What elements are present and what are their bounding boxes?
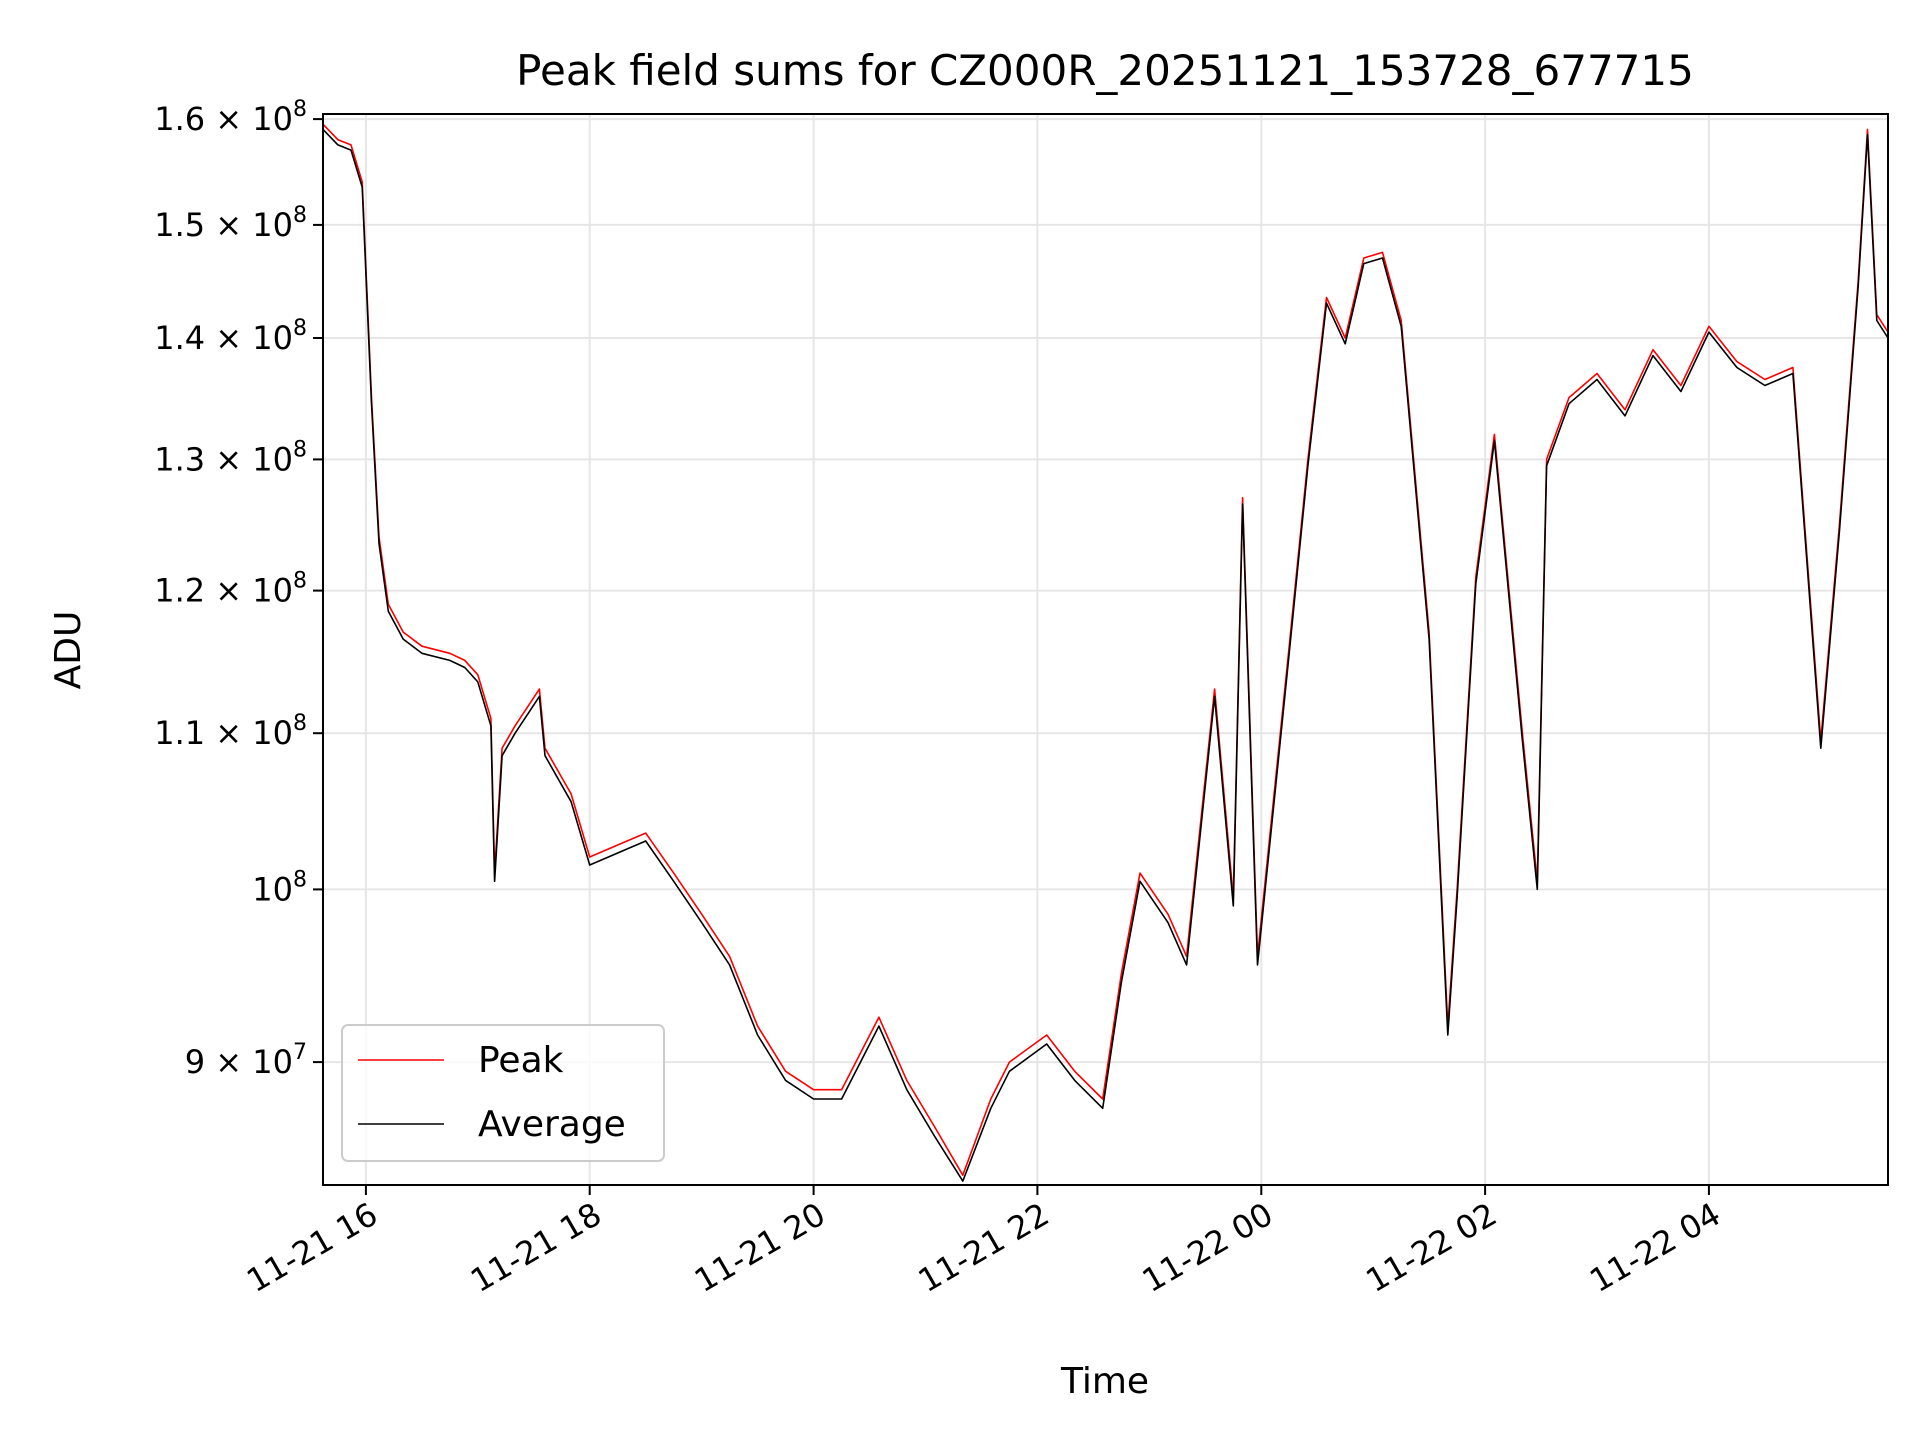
legend-box [341,1024,665,1162]
y-tick-label: 1.5 × 108 [154,203,307,244]
legend-label-average: Average [478,1104,626,1145]
y-tick-label: 9 × 107 [185,1040,307,1081]
plot-frame [322,113,1889,1186]
y-tick-exponent: 8 [293,316,307,341]
y-tick-exponent: 8 [293,437,307,462]
y-tick-exponent: 8 [293,203,307,228]
y-axis: 9 × 107 108 1.1 × 108 1.2 × 108 1.3 × 108 1.4… [154,97,323,1081]
y-tick-label: 1.6 × 108 [154,97,307,138]
y-tick-label: 108 [252,867,307,908]
y-tick-label: 1.2 × 108 [154,569,307,610]
y-tick-exponent: 8 [293,97,307,122]
x-axis-label: Time [1060,1361,1149,1402]
y-tick-exponent: 8 [293,569,307,594]
y-tick-label: 1.3 × 108 [154,437,307,478]
y-tick-exponent: 8 [293,867,307,892]
legend: Peak Average [341,1024,665,1162]
y-tick-label: 1.1 × 108 [154,711,307,752]
series-layer [322,123,1889,1182]
y-tick-exponent: 8 [293,711,307,736]
legend-label-peak: Peak [478,1040,564,1081]
series-line-average [322,128,1889,1182]
y-tick-label: 1.4 × 108 [154,316,307,357]
chart-title: Peak field sums for CZ000R_20251121_1537… [516,46,1694,95]
y-tick-exponent: 7 [293,1040,307,1065]
y-axis-label: ADU [48,611,89,690]
